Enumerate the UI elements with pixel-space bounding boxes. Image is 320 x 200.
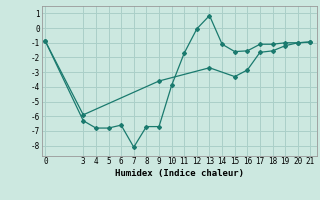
X-axis label: Humidex (Indice chaleur): Humidex (Indice chaleur) bbox=[115, 169, 244, 178]
